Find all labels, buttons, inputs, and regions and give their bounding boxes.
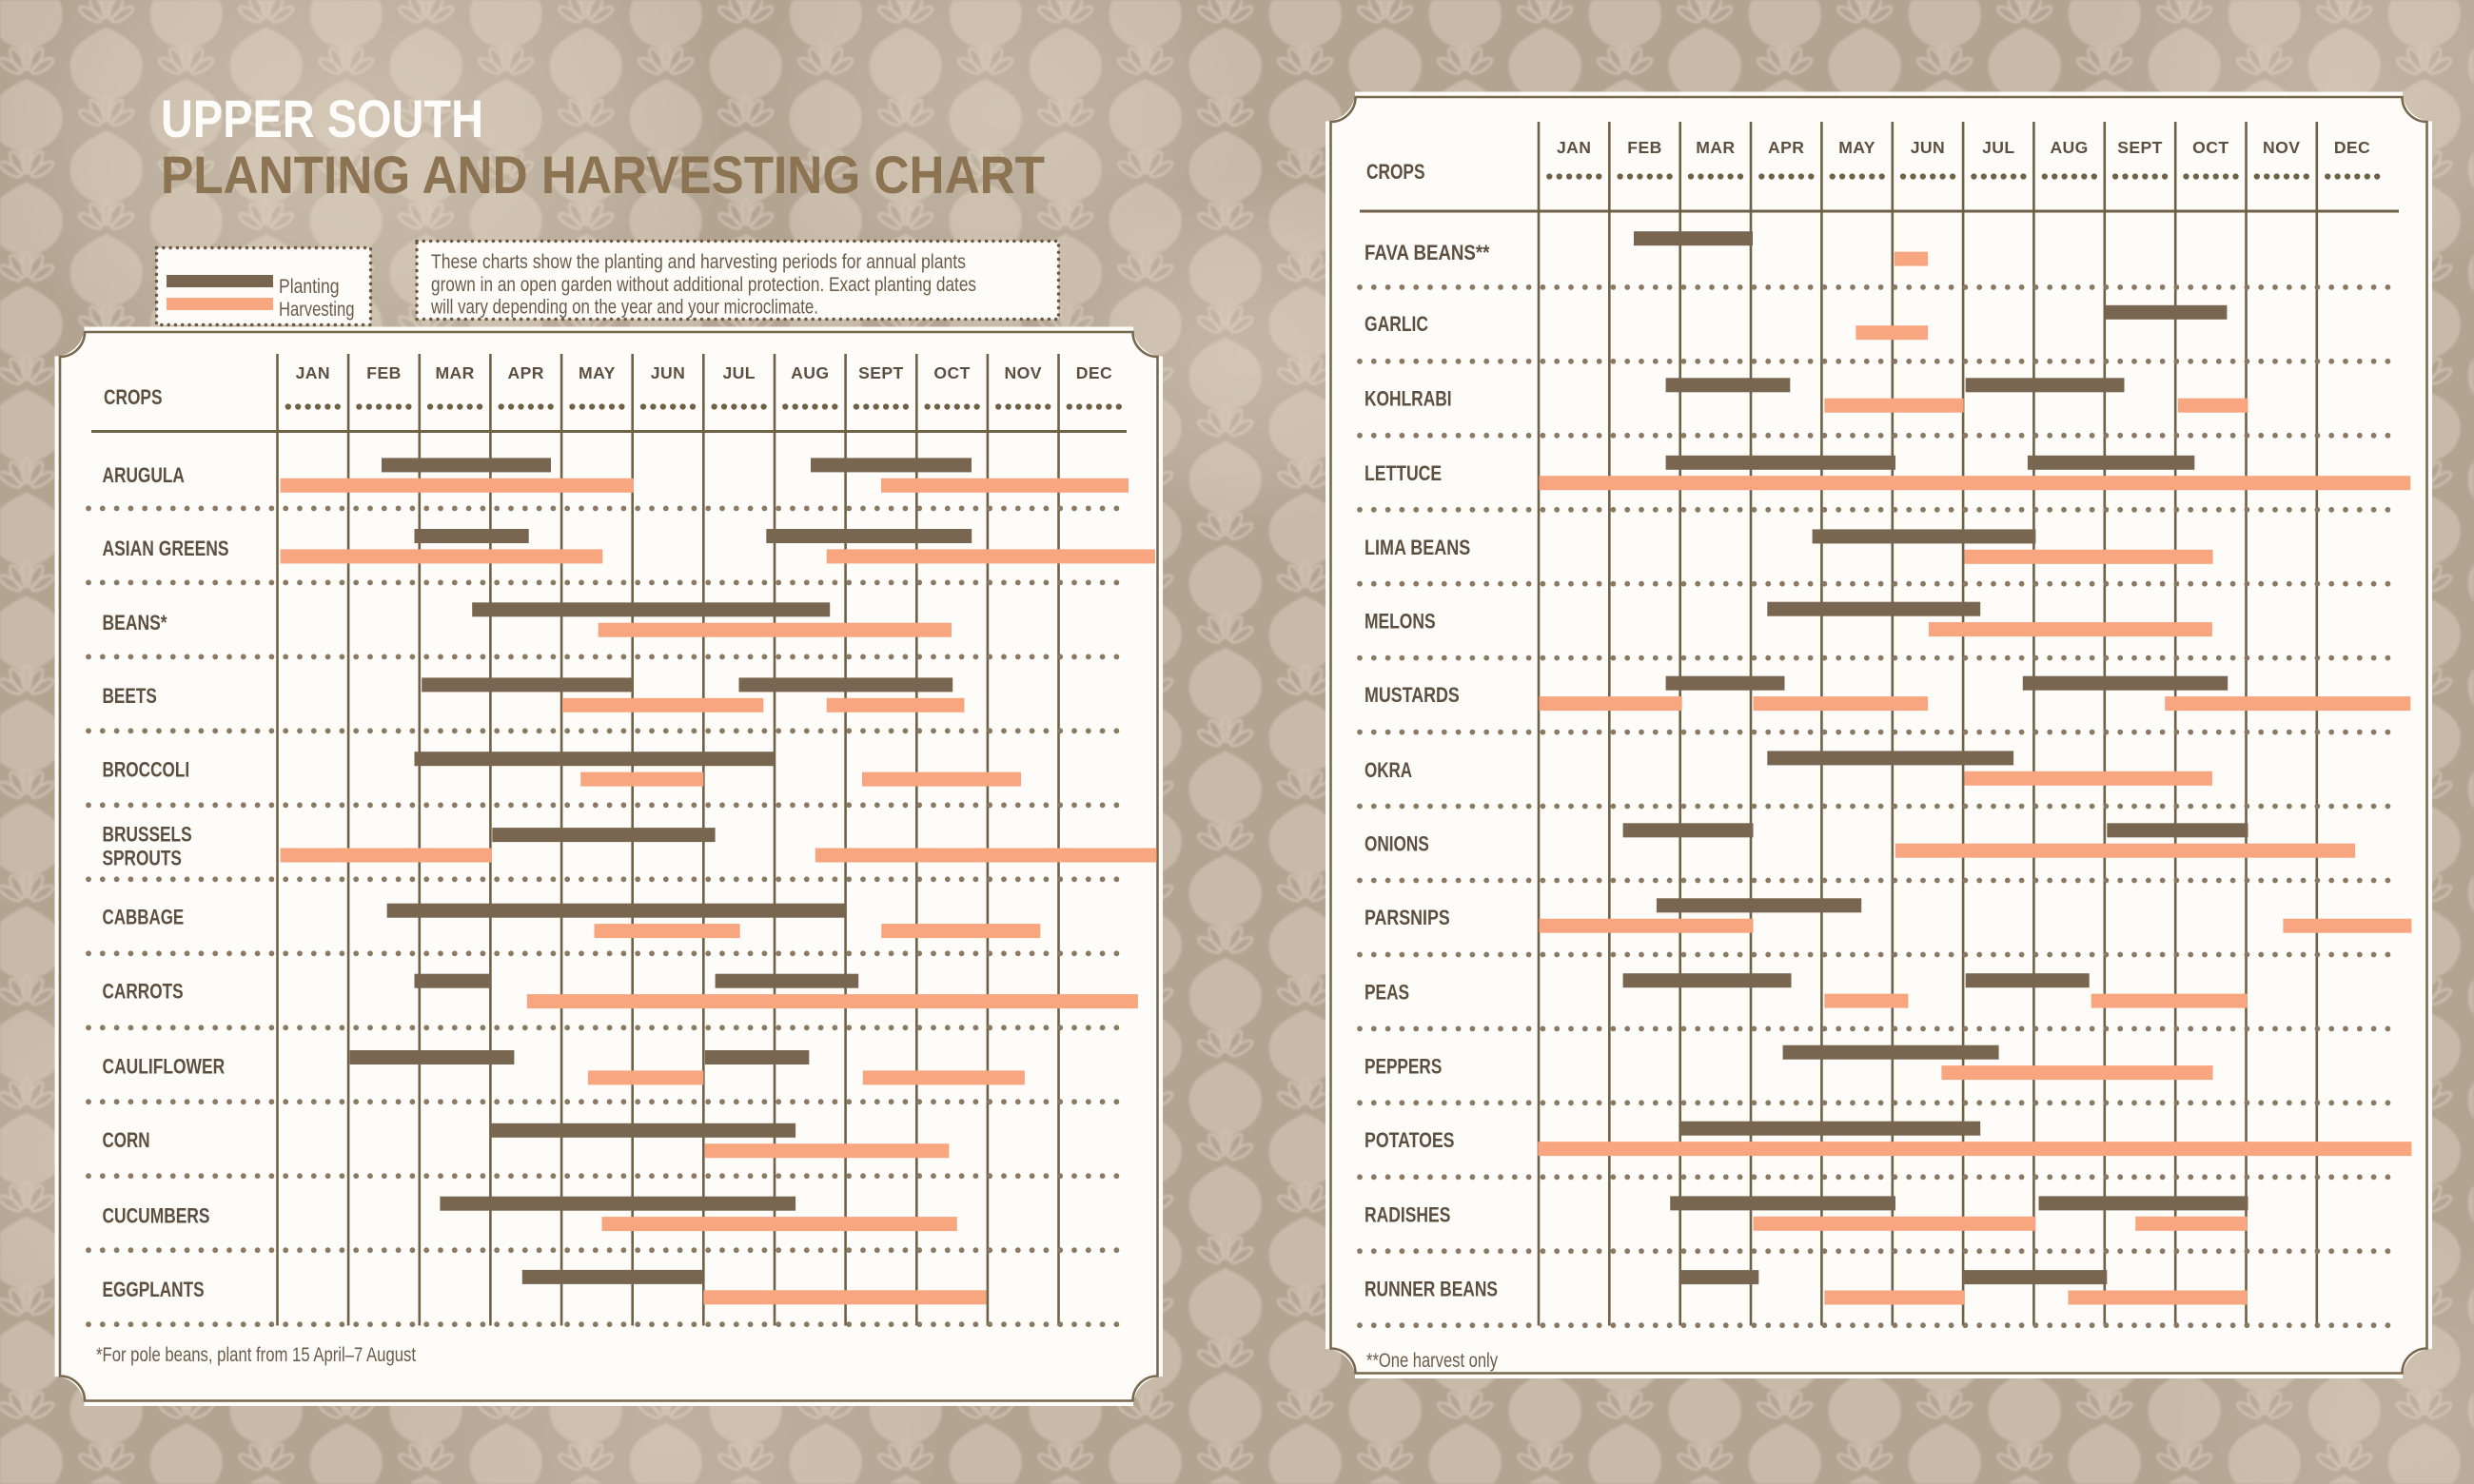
- svg-text:JUN: JUN: [1911, 138, 1945, 157]
- svg-text:OCT: OCT: [933, 363, 970, 382]
- svg-text:ARUGULA: ARUGULA: [103, 463, 185, 487]
- svg-text:CORN: CORN: [103, 1128, 150, 1152]
- svg-text:POTATOES: POTATOES: [1365, 1128, 1455, 1152]
- svg-text:LIMA BEANS: LIMA BEANS: [1365, 536, 1470, 559]
- svg-text:PARSNIPS: PARSNIPS: [1365, 906, 1450, 929]
- svg-text:AUG: AUG: [2050, 138, 2088, 157]
- svg-text:ONIONS: ONIONS: [1365, 832, 1429, 856]
- svg-text:OKRA: OKRA: [1365, 758, 1412, 782]
- svg-text:MELONS: MELONS: [1365, 610, 1436, 634]
- svg-text:PLANTING AND HARVESTING CHART: PLANTING AND HARVESTING CHART: [161, 145, 1045, 205]
- svg-text:These charts show the planting: These charts show the planting and harve…: [431, 250, 966, 273]
- svg-text:LETTUCE: LETTUCE: [1365, 461, 1442, 485]
- svg-text:CABBAGE: CABBAGE: [103, 905, 185, 928]
- svg-text:JAN: JAN: [296, 363, 330, 382]
- svg-text:DEC: DEC: [2334, 138, 2370, 157]
- svg-text:UPPER SOUTH: UPPER SOUTH: [161, 88, 483, 148]
- svg-text:FAVA BEANS**: FAVA BEANS**: [1365, 241, 1490, 264]
- svg-text:BRUSSELS: BRUSSELS: [103, 822, 192, 846]
- svg-text:AUG: AUG: [791, 363, 829, 382]
- svg-text:KOHLRABI: KOHLRABI: [1365, 387, 1452, 411]
- svg-text:JUL: JUL: [1982, 138, 2014, 157]
- svg-text:NOV: NOV: [1005, 363, 1042, 382]
- svg-text:APR: APR: [1768, 138, 1804, 157]
- svg-text:MUSTARDS: MUSTARDS: [1365, 683, 1460, 707]
- svg-text:*For pole beans, plant from 15: *For pole beans, plant from 15 April–7 A…: [96, 1343, 416, 1366]
- svg-text:**One harvest only: **One harvest only: [1366, 1349, 1498, 1372]
- svg-text:MAR: MAR: [435, 363, 474, 382]
- svg-text:CROPS: CROPS: [104, 385, 163, 409]
- svg-text:Harvesting: Harvesting: [279, 298, 355, 321]
- svg-text:NOV: NOV: [2263, 138, 2300, 157]
- svg-text:BROCCOLI: BROCCOLI: [103, 757, 190, 781]
- svg-text:GARLIC: GARLIC: [1365, 312, 1428, 336]
- svg-text:PEPPERS: PEPPERS: [1365, 1054, 1442, 1078]
- svg-text:MAY: MAY: [579, 363, 616, 382]
- svg-text:FEB: FEB: [1627, 138, 1661, 157]
- svg-text:CUCUMBERS: CUCUMBERS: [103, 1203, 210, 1227]
- svg-text:JUN: JUN: [651, 363, 685, 382]
- svg-text:BEETS: BEETS: [103, 684, 157, 708]
- svg-text:PEAS: PEAS: [1365, 981, 1409, 1005]
- svg-text:SPROUTS: SPROUTS: [103, 846, 182, 869]
- svg-text:APR: APR: [508, 363, 544, 382]
- svg-text:BEANS*: BEANS*: [103, 611, 167, 635]
- svg-text:CROPS: CROPS: [1366, 160, 1425, 184]
- svg-text:SEPT: SEPT: [858, 363, 904, 382]
- svg-text:FEB: FEB: [366, 363, 401, 382]
- svg-text:MAY: MAY: [1838, 138, 1875, 157]
- svg-text:SEPT: SEPT: [2117, 138, 2163, 157]
- svg-text:DEC: DEC: [1076, 363, 1112, 382]
- svg-text:MAR: MAR: [1696, 138, 1735, 157]
- svg-text:EGGPLANTS: EGGPLANTS: [103, 1278, 205, 1301]
- svg-text:grown in an open garden withou: grown in an open garden without addition…: [431, 273, 976, 296]
- svg-text:RADISHES: RADISHES: [1365, 1203, 1450, 1227]
- svg-text:will vary depending on the yea: will vary depending on the year and your…: [430, 296, 818, 319]
- svg-text:CAULIFLOWER: CAULIFLOWER: [103, 1054, 226, 1078]
- svg-text:Planting: Planting: [279, 275, 340, 298]
- svg-text:ASIAN GREENS: ASIAN GREENS: [103, 537, 229, 560]
- svg-text:JUL: JUL: [722, 363, 755, 382]
- svg-text:CARROTS: CARROTS: [103, 979, 184, 1003]
- svg-text:JAN: JAN: [1557, 138, 1591, 157]
- svg-text:OCT: OCT: [2192, 138, 2229, 157]
- svg-text:RUNNER BEANS: RUNNER BEANS: [1365, 1277, 1498, 1300]
